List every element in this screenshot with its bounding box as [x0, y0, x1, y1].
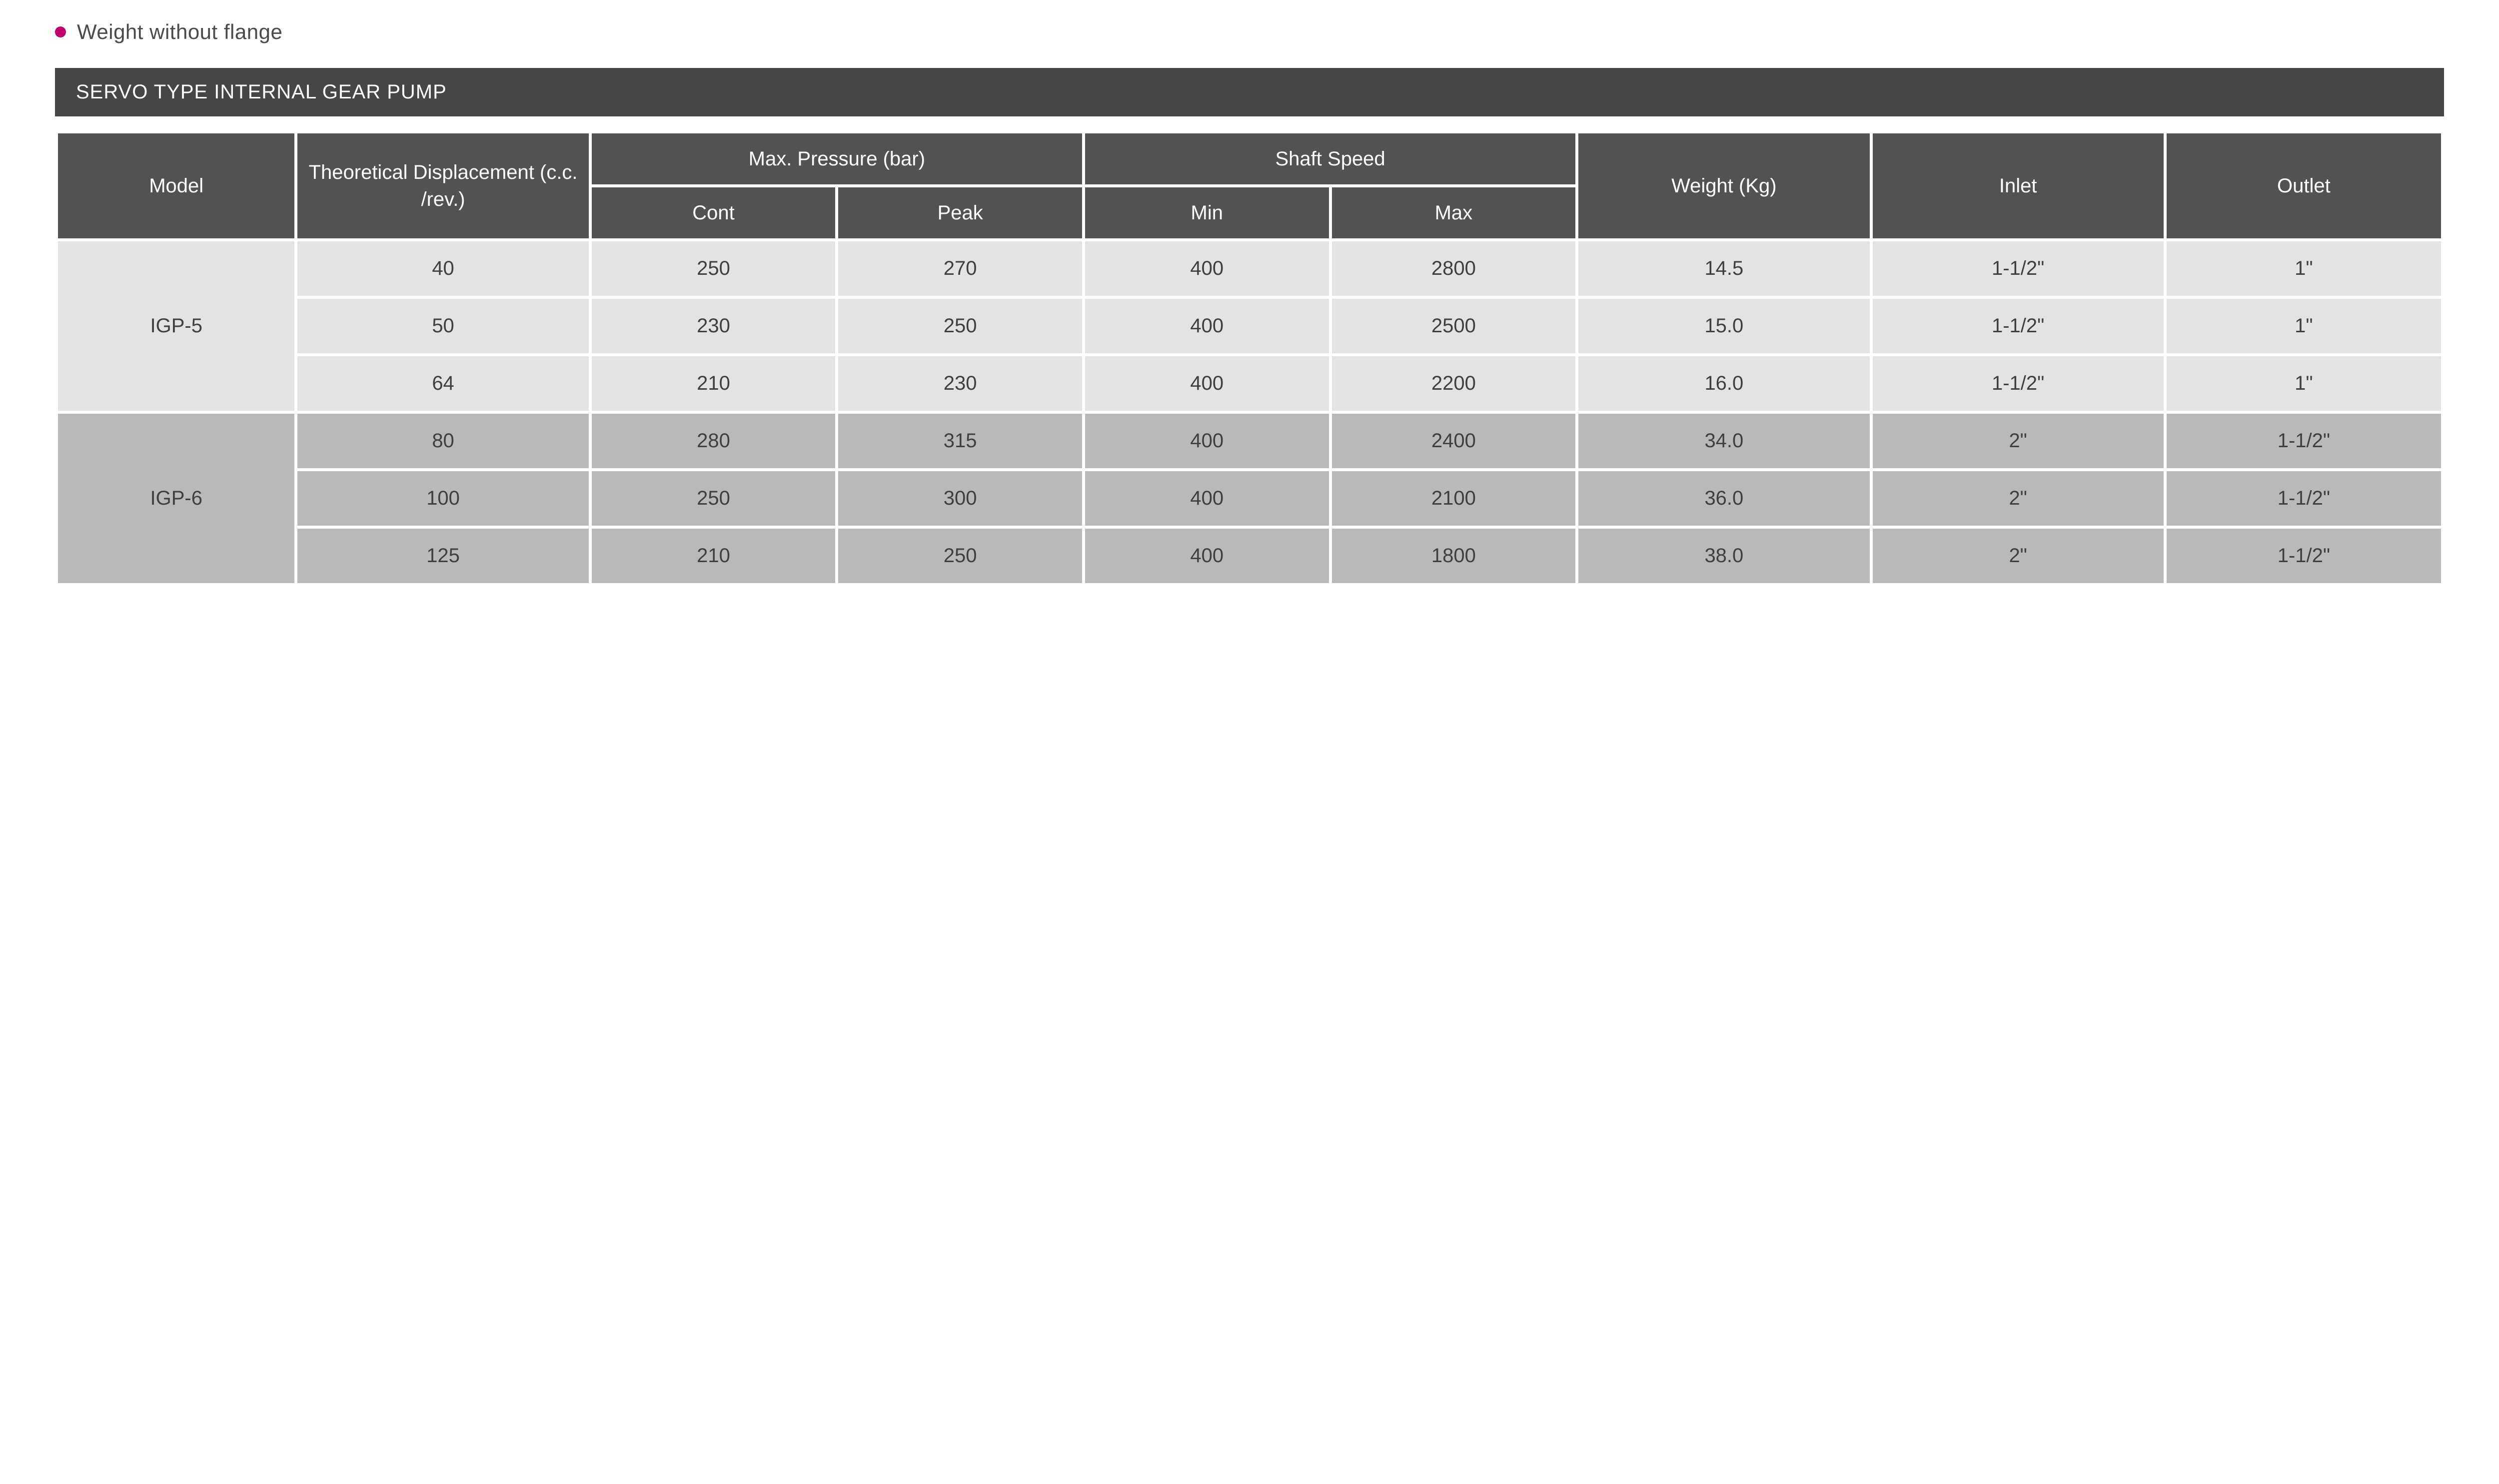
table-head: Model Theoretical Displacement (c.c. /re… [58, 133, 2441, 238]
cell-max: 2100 [1332, 471, 1576, 526]
cell-disp: 125 [297, 529, 588, 583]
cell-inlet: 2" [1873, 414, 2164, 468]
cell-inlet: 2" [1873, 529, 2164, 583]
cell-max: 2200 [1332, 356, 1576, 411]
cell-min: 400 [1085, 356, 1329, 411]
cell-min: 400 [1085, 299, 1329, 353]
table-body: IGP-5 40 250 270 400 2800 14.5 1-1/2" 1"… [58, 241, 2441, 583]
cell-disp: 40 [297, 241, 588, 296]
cell-outlet: 1-1/2" [2167, 471, 2441, 526]
col-weight: Weight (Kg) [1578, 133, 1869, 238]
bullet-icon [55, 26, 66, 37]
cell-cont: 280 [592, 414, 836, 468]
cell-peak: 250 [838, 529, 1082, 583]
cell-inlet: 2" [1873, 471, 2164, 526]
table-row: 50 230 250 400 2500 15.0 1-1/2" 1" [58, 299, 2441, 353]
col-min: Min [1085, 187, 1329, 238]
table-row: 100 250 300 400 2100 36.0 2" 1-1/2" [58, 471, 2441, 526]
cell-cont: 230 [592, 299, 836, 353]
cell-min: 400 [1085, 529, 1329, 583]
col-outlet: Outlet [2167, 133, 2441, 238]
cell-disp: 50 [297, 299, 588, 353]
cell-peak: 230 [838, 356, 1082, 411]
cell-wt: 16.0 [1578, 356, 1869, 411]
cell-outlet: 1" [2167, 299, 2441, 353]
col-peak: Peak [838, 187, 1082, 238]
note-row: Weight without flange [55, 20, 2444, 44]
cell-model: IGP-6 [58, 414, 294, 583]
cell-wt: 34.0 [1578, 414, 1869, 468]
cell-cont: 210 [592, 356, 836, 411]
cell-wt: 38.0 [1578, 529, 1869, 583]
cell-outlet: 1-1/2" [2167, 414, 2441, 468]
col-cont: Cont [592, 187, 836, 238]
cell-peak: 300 [838, 471, 1082, 526]
cell-max: 2800 [1332, 241, 1576, 296]
cell-wt: 36.0 [1578, 471, 1869, 526]
cell-cont: 210 [592, 529, 836, 583]
cell-inlet: 1-1/2" [1873, 299, 2164, 353]
cell-cont: 250 [592, 241, 836, 296]
col-shaft-speed: Shaft Speed [1085, 133, 1575, 184]
cell-outlet: 1" [2167, 241, 2441, 296]
cell-max: 2400 [1332, 414, 1576, 468]
cell-outlet: 1-1/2" [2167, 529, 2441, 583]
cell-wt: 14.5 [1578, 241, 1869, 296]
col-displacement: Theoretical Displacement (c.c. /rev.) [297, 133, 588, 238]
cell-max: 1800 [1332, 529, 1576, 583]
cell-min: 400 [1085, 241, 1329, 296]
page: Weight without flange SERVO TYPE INTERNA… [0, 0, 2499, 616]
cell-min: 400 [1085, 471, 1329, 526]
cell-peak: 250 [838, 299, 1082, 353]
table-row: 64 210 230 400 2200 16.0 1-1/2" 1" [58, 356, 2441, 411]
cell-max: 2500 [1332, 299, 1576, 353]
cell-inlet: 1-1/2" [1873, 241, 2164, 296]
spec-table: Model Theoretical Displacement (c.c. /re… [55, 130, 2444, 586]
cell-peak: 270 [838, 241, 1082, 296]
note-text: Weight without flange [77, 20, 282, 44]
cell-min: 400 [1085, 414, 1329, 468]
section-title: SERVO TYPE INTERNAL GEAR PUMP [55, 68, 2444, 116]
cell-wt: 15.0 [1578, 299, 1869, 353]
table-row: 125 210 250 400 1800 38.0 2" 1-1/2" [58, 529, 2441, 583]
table-row: IGP-5 40 250 270 400 2800 14.5 1-1/2" 1" [58, 241, 2441, 296]
cell-disp: 80 [297, 414, 588, 468]
cell-peak: 315 [838, 414, 1082, 468]
col-model: Model [58, 133, 294, 238]
cell-disp: 100 [297, 471, 588, 526]
col-max: Max [1332, 187, 1576, 238]
cell-cont: 250 [592, 471, 836, 526]
table-row: IGP-6 80 280 315 400 2400 34.0 2" 1-1/2" [58, 414, 2441, 468]
col-inlet: Inlet [1873, 133, 2164, 238]
col-max-pressure: Max. Pressure (bar) [592, 133, 1082, 184]
cell-outlet: 1" [2167, 356, 2441, 411]
cell-inlet: 1-1/2" [1873, 356, 2164, 411]
cell-model: IGP-5 [58, 241, 294, 411]
cell-disp: 64 [297, 356, 588, 411]
